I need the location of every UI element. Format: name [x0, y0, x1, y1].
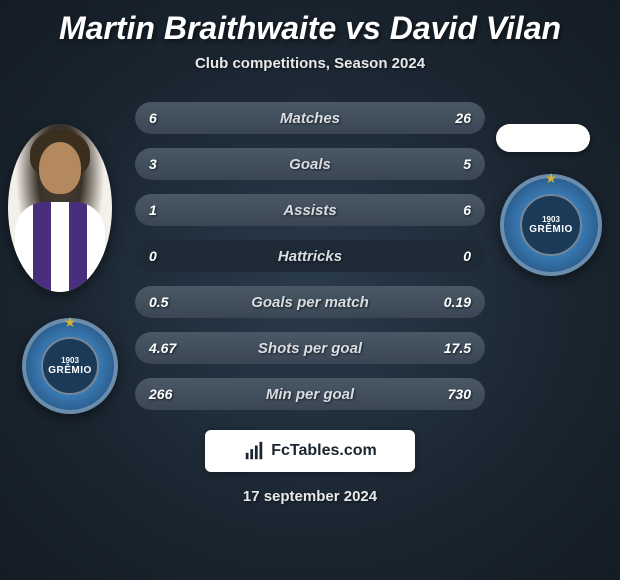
stat-right-value: 0: [463, 248, 471, 264]
stat-left-value: 3: [149, 156, 157, 172]
stat-right-value: 6: [463, 202, 471, 218]
stat-label: Goals: [289, 156, 331, 173]
stat-right-value: 17.5: [444, 340, 471, 356]
stat-row: 3 5 Goals: [135, 148, 485, 180]
stat-label: Assists: [283, 202, 336, 219]
brand-text: FcTables.com: [271, 442, 377, 460]
stat-row: 6 26 Matches: [135, 102, 485, 134]
stat-left-value: 0.5: [149, 294, 168, 310]
player-left-photo: [8, 124, 112, 292]
stat-row: 4.67 17.5 Shots per goal: [135, 332, 485, 364]
stats-container: 6 26 Matches 3 5 Goals 1 6 Assists 0 0 Hattricks 0.5…: [135, 102, 485, 410]
page-title: Martin Braithwaite vs David Vilan: [0, 0, 620, 47]
subtitle: Club competitions, Season 2024: [0, 55, 620, 72]
stat-right-value: 730: [448, 386, 471, 402]
crest-left: ★ 1903 GRÊMIO: [22, 318, 118, 414]
stat-row: 0.5 0.19 Goals per match: [135, 286, 485, 318]
crest-year: 1903: [61, 356, 79, 365]
stat-label: Shots per goal: [258, 340, 362, 357]
stat-fill-left: [135, 194, 184, 226]
stat-fill-right: [202, 102, 486, 134]
stat-left-value: 6: [149, 110, 157, 126]
stat-row: 266 730 Min per goal: [135, 378, 485, 410]
stat-right-value: 26: [455, 110, 471, 126]
stat-label: Matches: [280, 110, 340, 127]
stat-left-value: 0: [149, 248, 157, 264]
stat-left-value: 1: [149, 202, 157, 218]
chart-icon: [243, 440, 265, 462]
stat-right-value: 5: [463, 156, 471, 172]
stat-row: 0 0 Hattricks: [135, 240, 485, 272]
stat-label: Hattricks: [278, 248, 342, 265]
stat-right-value: 0.19: [444, 294, 471, 310]
date-label: 17 september 2024: [0, 488, 620, 505]
star-icon: ★: [545, 170, 558, 187]
crest-name: GRÊMIO: [529, 224, 573, 235]
stat-label: Goals per match: [251, 294, 369, 311]
crest-year: 1903: [542, 215, 560, 224]
stat-fill-left: [135, 102, 202, 134]
player-right-pill: [496, 124, 590, 152]
crest-name: GRÊMIO: [48, 365, 92, 376]
stat-label: Min per goal: [266, 386, 354, 403]
crest-right: ★ 1903 GRÊMIO: [500, 174, 602, 276]
star-icon: ★: [64, 314, 77, 331]
stat-left-value: 4.67: [149, 340, 176, 356]
stat-row: 1 6 Assists: [135, 194, 485, 226]
stat-left-value: 266: [149, 386, 172, 402]
brand-box: FcTables.com: [205, 430, 415, 472]
